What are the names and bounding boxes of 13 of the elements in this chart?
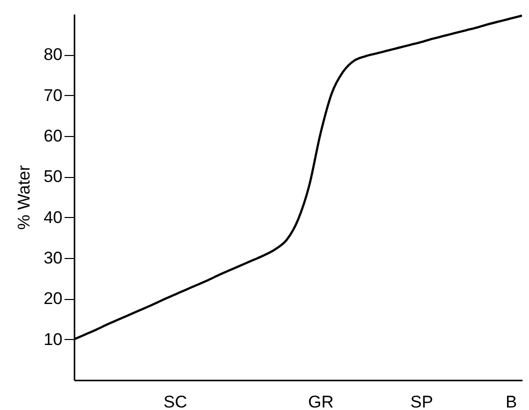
y-tick-label: 80 [44, 45, 62, 64]
y-tick-label: 40 [44, 208, 62, 227]
y-tick-label: 20 [44, 289, 62, 308]
y-axis-title: % Water [14, 164, 34, 230]
x-tick-label: GR [308, 392, 334, 410]
y-tick-label: 70 [44, 86, 62, 105]
x-tick-label: SC [163, 392, 188, 410]
y-tick-label: 30 [44, 248, 62, 268]
y-tick-label: 10 [44, 330, 62, 349]
x-tick-label: SP [410, 392, 434, 410]
x-tick-label: B [506, 392, 517, 410]
y-tick-label: 50 [44, 167, 62, 186]
y-tick-label: 60 [44, 126, 62, 146]
